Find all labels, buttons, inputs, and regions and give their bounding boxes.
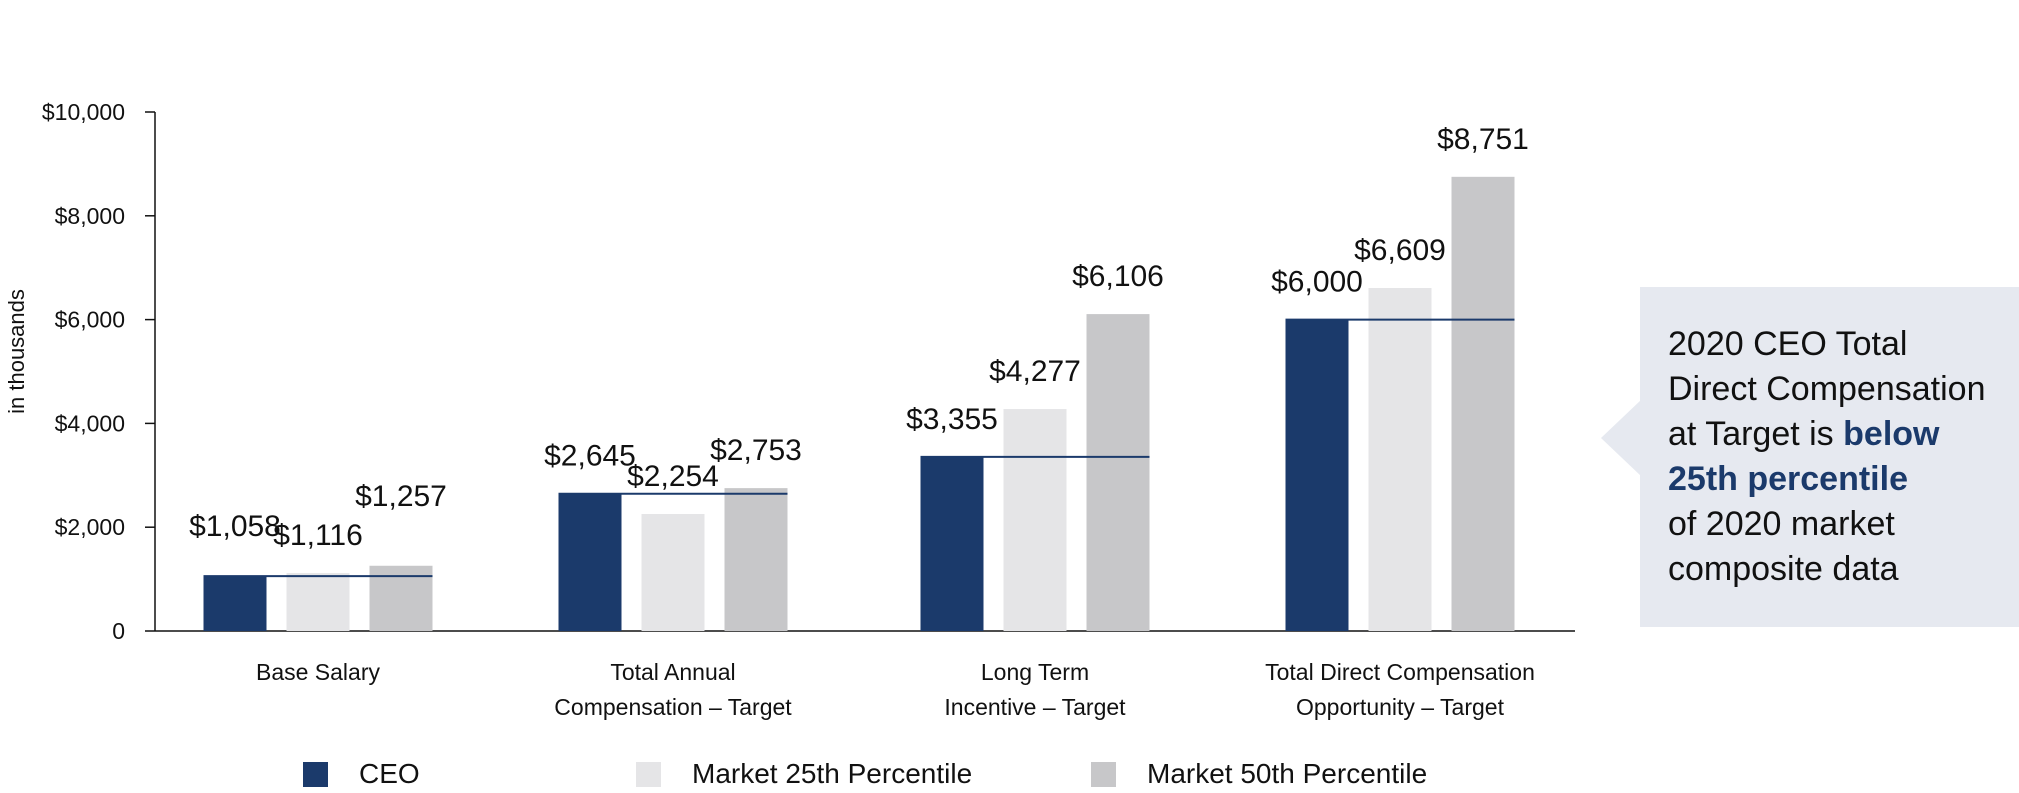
data-label: $1,257 <box>355 480 447 513</box>
category-label: Base Salary <box>256 659 381 685</box>
bar-ceo <box>558 493 622 631</box>
callout-highlight-below: below <box>1843 415 1940 453</box>
y-tick-label: $10,000 <box>42 99 125 125</box>
data-label: $6,106 <box>1072 260 1164 293</box>
y-tick-label: $8,000 <box>55 203 125 229</box>
callout-box <box>1640 287 2019 627</box>
bar-ceo <box>1285 319 1349 631</box>
y-tick-label: $6,000 <box>55 307 125 333</box>
data-label: $6,000 <box>1271 266 1363 299</box>
data-label: $8,751 <box>1437 123 1529 156</box>
legend-label: Market 50th Percentile <box>1147 758 1427 789</box>
legend-swatch <box>1091 762 1116 787</box>
bar-market-25th-percentile <box>1003 409 1067 631</box>
data-label: $1,116 <box>273 519 363 552</box>
data-label: $2,254 <box>627 460 719 493</box>
callout-line-3: at Target is below <box>1668 412 2013 457</box>
legend-label: CEO <box>359 758 420 789</box>
data-label: $3,355 <box>906 403 998 436</box>
bar-market-50th-percentile <box>1451 176 1515 631</box>
bar-ceo <box>920 456 984 631</box>
legend-swatch <box>303 762 328 787</box>
callout-line-1: 2020 CEO Total <box>1668 325 1908 363</box>
callout-line-6: composite data <box>1668 550 1899 588</box>
y-tick-label: 0 <box>112 618 125 644</box>
category-label: Total Direct Compensation Opportunity – T… <box>1265 659 1535 720</box>
callout-line-2: Direct Compensation <box>1668 370 1986 408</box>
callout-line-5: of 2020 market <box>1668 505 1895 543</box>
y-tick-label: $2,000 <box>55 514 125 540</box>
category-label: Long Term Incentive – Target <box>944 659 1126 720</box>
data-label: $2,645 <box>544 440 636 473</box>
callout-highlight-percentile: 25th percentile <box>1668 460 1908 498</box>
bar-ceo <box>203 576 267 631</box>
category-labels: Base Salary Total Annual Compensation – Ta… <box>256 659 1535 720</box>
callout-pointer <box>1601 400 1641 476</box>
bar-market-25th-percentile <box>286 573 350 631</box>
category-label: Total Annual Compensation – Target <box>554 659 792 720</box>
callout-line-3-prefix: at Target is <box>1668 415 1844 453</box>
callout-text: 2020 CEO Total Direct Compensation at Ta… <box>1668 322 2013 592</box>
data-label: $4,277 <box>989 355 1081 388</box>
legend-swatch <box>636 762 661 787</box>
y-tick-label: $4,000 <box>55 410 125 436</box>
data-label: $6,609 <box>1354 234 1446 267</box>
bar-market-50th-percentile <box>724 488 788 631</box>
data-label: $1,058 <box>189 510 281 543</box>
y-axis-title: in thousands <box>4 289 29 414</box>
ceo-reference-lines <box>203 318 1515 578</box>
bar-market-25th-percentile <box>1368 287 1432 631</box>
bar-market-25th-percentile <box>641 514 705 631</box>
bar-market-50th-percentile <box>1086 314 1150 631</box>
chart-legend: CEO Market 25th Percentile Market 50th Per… <box>303 758 1427 789</box>
data-label: $2,753 <box>710 434 802 467</box>
legend-label: Market 25th Percentile <box>692 758 972 789</box>
chart-bars <box>203 176 1515 631</box>
data-labels: $1,058$1,116 $1,257 $2,645$2,254$2,753 $3,3… <box>189 123 1529 552</box>
